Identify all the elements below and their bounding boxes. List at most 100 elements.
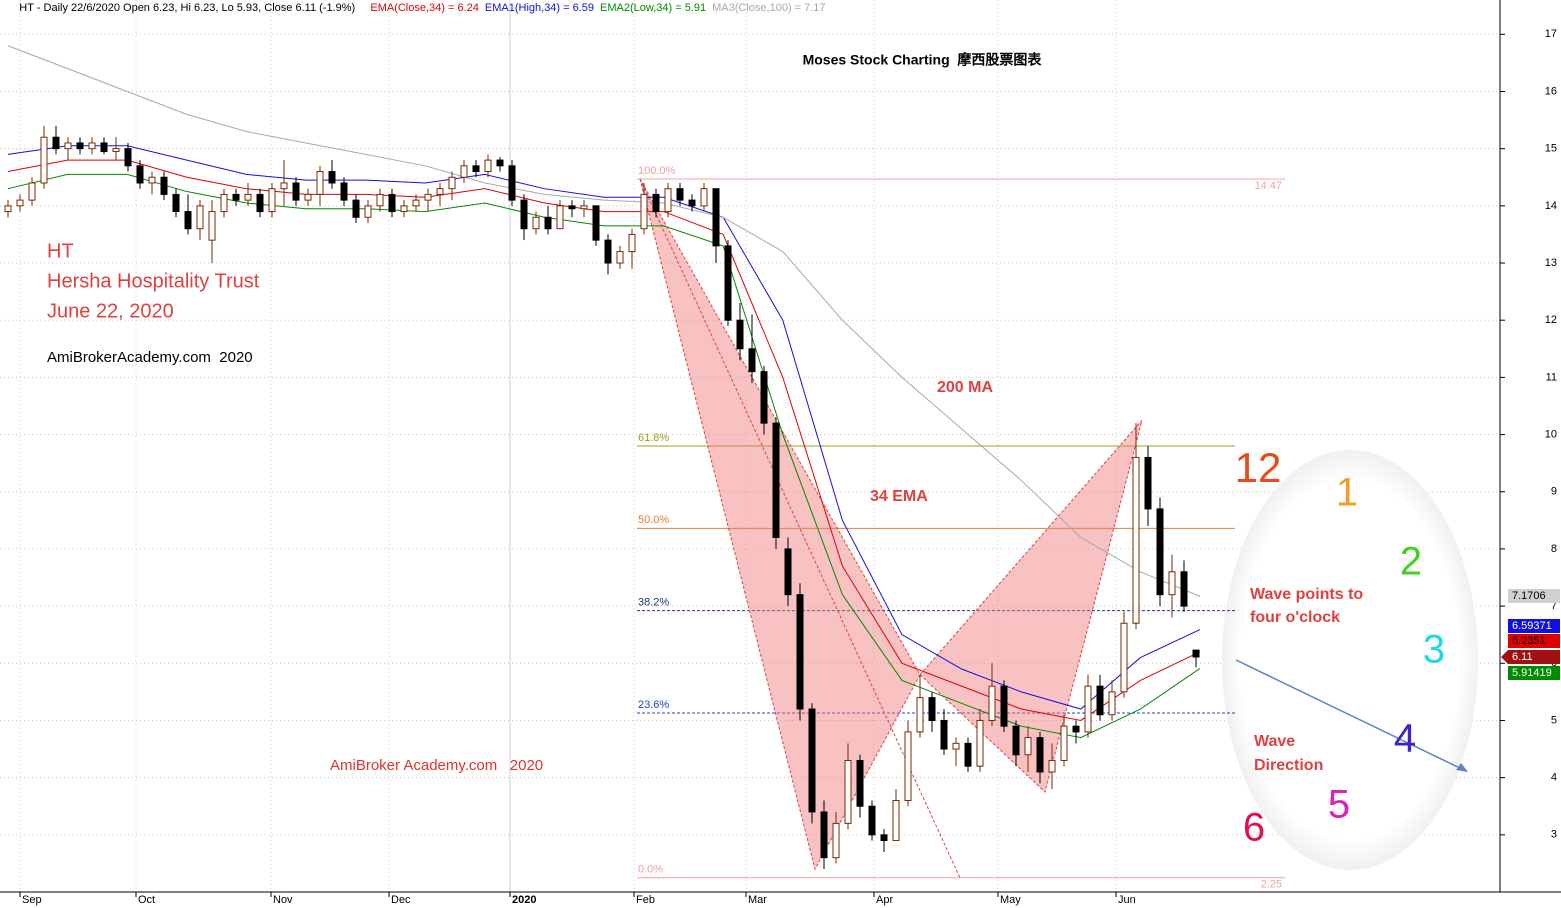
credit: AmiBroker Academy.com 2020 — [330, 757, 543, 774]
candle-body — [688, 199, 696, 207]
clock-number: 12 — [1235, 444, 1282, 491]
candle-body — [436, 188, 444, 195]
wave-arrow — [1235, 659, 1467, 772]
candle-body — [748, 348, 756, 373]
candle-body — [892, 800, 900, 842]
candle-body — [1036, 737, 1044, 773]
candle-body — [976, 719, 984, 767]
candle-body — [448, 176, 456, 190]
candle-body — [496, 159, 504, 167]
candle-body — [400, 205, 408, 213]
x-tick-label: Mar — [748, 894, 767, 906]
candle-body — [580, 205, 588, 210]
candle-body — [196, 205, 204, 230]
candle-body — [868, 805, 876, 836]
clock-number: 1 — [1336, 471, 1358, 515]
candle-body — [1192, 649, 1200, 658]
candle-body — [136, 165, 144, 184]
candle-body — [1144, 456, 1152, 510]
candle-body — [1108, 691, 1116, 716]
x-tick-label: Apr — [876, 894, 893, 906]
candle-body — [388, 193, 396, 213]
clock-number: 4 — [1394, 717, 1416, 761]
value-tag — [1508, 619, 1560, 633]
candle-body — [184, 211, 192, 230]
candle-body — [808, 708, 816, 813]
value-tag-pointer — [1501, 650, 1508, 664]
y-tick-label: 17 — [1545, 28, 1557, 40]
ema-note: 34 EMA — [870, 488, 928, 505]
candle-body — [376, 193, 384, 207]
ma-line — [7, 45, 1201, 597]
candle-body — [676, 188, 684, 201]
value-tag — [1508, 666, 1560, 680]
candle-body — [1072, 725, 1080, 733]
x-tick-label: Jun — [1118, 894, 1136, 906]
candle-body — [1156, 508, 1164, 596]
candle-body — [16, 199, 24, 207]
fib-price: 14.47 — [1254, 180, 1282, 192]
candle-body — [604, 239, 612, 264]
candle-body — [340, 182, 348, 201]
candle-body — [268, 188, 276, 213]
candle-body — [1084, 685, 1092, 733]
candle-body — [76, 142, 84, 150]
candle-body — [460, 165, 468, 178]
candle-body — [208, 211, 216, 241]
x-tick-label: Feb — [636, 894, 655, 906]
ticker: HT — [47, 240, 74, 262]
candle-body — [352, 199, 360, 218]
wave-note: Wave points to — [1250, 586, 1363, 603]
candle-body — [328, 171, 336, 184]
candle-body — [232, 193, 240, 201]
candle-body — [1060, 725, 1068, 761]
y-tick-label: 3 — [1551, 829, 1557, 841]
clock-number: 2 — [1400, 540, 1422, 584]
fib-label: 38.2% — [638, 597, 669, 609]
clock-number: 6 — [1243, 806, 1265, 850]
candle-body — [544, 216, 552, 230]
candle-body — [280, 182, 288, 190]
candle-body — [1000, 685, 1008, 727]
candle-body — [640, 193, 648, 230]
y-tick-label: 11 — [1546, 371, 1557, 383]
x-tick-label: Dec — [391, 894, 411, 906]
candle-body — [904, 731, 912, 802]
candle-body — [256, 193, 264, 213]
x-tick-label: Sep — [22, 894, 42, 906]
candle-body — [628, 233, 636, 253]
clock-face — [1222, 450, 1478, 870]
candle-body — [472, 165, 480, 173]
candle-body — [820, 811, 828, 859]
candle-body — [1096, 685, 1104, 716]
y-tick-label: 5 — [1551, 714, 1557, 726]
direction-note: Direction — [1254, 757, 1323, 774]
candle-body — [124, 148, 132, 167]
candle-body — [1120, 622, 1128, 693]
header: HT - Daily 22/6/2020 Open 6.23, Hi 6.23,… — [4, 2, 826, 14]
candle-body — [616, 251, 624, 264]
header-legend: EMA2(Low,34) = 5.91 — [600, 2, 706, 14]
candle-body — [1168, 571, 1176, 596]
y-tick-label: 8 — [1551, 543, 1557, 555]
candle-body — [64, 142, 72, 150]
candle-body — [652, 193, 660, 213]
candle-body — [40, 136, 48, 184]
header-legend: EMA(Close,34) = 6.24 — [370, 2, 479, 14]
x-tick-label: 2020 — [512, 894, 536, 906]
candle-body — [100, 142, 108, 153]
candle-body — [964, 742, 972, 767]
candle-body — [664, 188, 672, 213]
candle-body — [304, 193, 312, 201]
x-tick-label: May — [1000, 894, 1021, 906]
y-tick-label: 9 — [1551, 486, 1557, 498]
credit: AmiBrokerAcademy.com 2020 — [47, 349, 253, 366]
candle-body — [424, 193, 432, 201]
value-tag-label: 5.91419 — [1512, 667, 1552, 679]
candle-body — [52, 136, 60, 150]
y-tick-label: 12 — [1545, 314, 1557, 326]
candle-body — [736, 319, 744, 350]
candle-body — [832, 822, 840, 859]
candle-body — [1048, 759, 1056, 773]
